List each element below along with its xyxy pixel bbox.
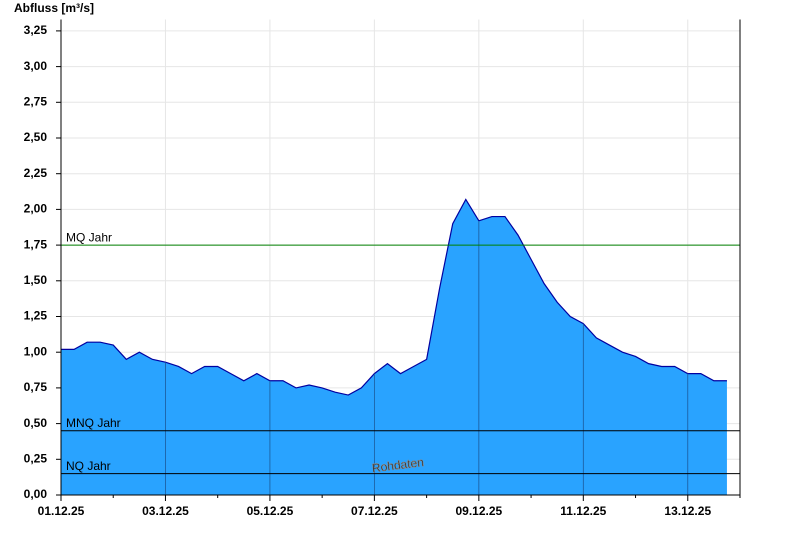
reference-label: NQ Jahr — [66, 459, 111, 473]
axis-title: Abfluss [m³/s] — [14, 1, 94, 15]
x-tick-label: 05.12.25 — [247, 504, 294, 518]
x-tick-label: 11.12.25 — [560, 504, 606, 518]
reference-label: MQ Jahr — [66, 230, 112, 244]
y-tick-label: 1,75 — [24, 237, 48, 251]
x-tick-label: 01.12.25 — [38, 504, 85, 518]
y-tick-label: 2,50 — [24, 130, 48, 144]
x-tick-label: 03.12.25 — [142, 504, 189, 518]
y-tick-label: 0,25 — [24, 451, 48, 465]
x-tick-label: 13.12.25 — [664, 504, 711, 518]
y-tick-label: 2,75 — [24, 94, 48, 108]
y-tick-label: 1,50 — [24, 273, 48, 287]
annotation: Rohdaten — [371, 455, 424, 475]
y-tick-label: 2,00 — [24, 202, 48, 216]
y-tick-label: 2,25 — [24, 166, 48, 180]
y-tick-label: 3,00 — [24, 59, 48, 73]
y-tick-label: 1,00 — [24, 344, 48, 358]
y-tick-label: 0,50 — [24, 416, 48, 430]
x-tick-label: 07.12.25 — [351, 504, 398, 518]
y-tick-label: 0,75 — [24, 380, 48, 394]
area-line — [61, 198, 727, 396]
y-tick-label: 0,00 — [24, 487, 48, 501]
y-tick-label: 3,25 — [24, 23, 48, 37]
reference-label: MNQ Jahr — [66, 416, 121, 430]
y-tick-label: 1,25 — [24, 309, 48, 323]
area — [61, 199, 727, 496]
x-tick-label: 09.12.25 — [455, 504, 502, 518]
